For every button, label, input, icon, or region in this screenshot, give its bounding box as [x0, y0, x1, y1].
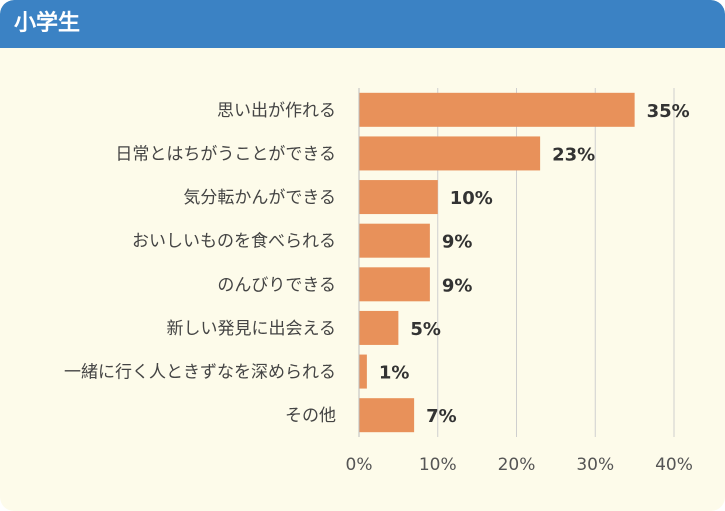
x-tick-label: 30%: [576, 455, 614, 475]
bar: [359, 92, 635, 127]
chart-title: 小学生: [14, 11, 81, 36]
x-tick-label: 40%: [655, 455, 693, 475]
x-tick-label: 0%: [346, 455, 373, 475]
value-label: 23%: [552, 144, 595, 165]
value-label: 7%: [426, 406, 457, 427]
value-label: 5%: [410, 319, 441, 340]
x-tick-label: 10%: [419, 455, 457, 475]
value-label: 10%: [450, 188, 493, 209]
category-label: その他: [285, 406, 336, 426]
category-label: 日常とはちがうことができる: [115, 144, 336, 164]
category-label: おいしいものを食べられる: [132, 232, 336, 252]
bar: [359, 223, 430, 258]
value-label: 9%: [442, 232, 473, 253]
bar: [359, 310, 399, 345]
value-label: 35%: [647, 101, 690, 122]
category-label: 新しい発見に出会える: [167, 319, 337, 339]
bar: [359, 354, 367, 389]
category-label: のんびりできる: [217, 275, 336, 295]
bar: [359, 180, 438, 215]
value-label: 9%: [442, 275, 473, 296]
chart-header: 小学生: [0, 0, 725, 48]
bar: [359, 136, 541, 171]
value-label: 1%: [379, 363, 410, 384]
bar: [359, 398, 415, 433]
x-tick-label: 20%: [498, 455, 536, 475]
category-label: 思い出が作れる: [217, 101, 336, 121]
bar: [359, 267, 430, 302]
category-label: 一緒に行く人ときずなを深められる: [64, 363, 336, 383]
category-label: 気分転かんができる: [183, 188, 336, 208]
